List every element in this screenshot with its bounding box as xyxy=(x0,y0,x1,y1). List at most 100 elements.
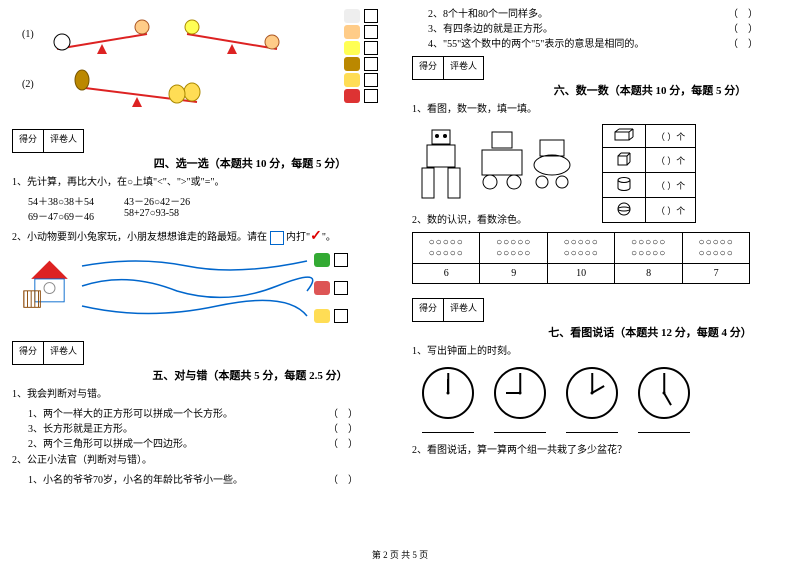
q5-2: 2、公正小法官（判断对与错）。 xyxy=(12,453,388,468)
dots[interactable]: ○○○○○ ○○○○○ xyxy=(615,233,682,264)
checkbox[interactable] xyxy=(364,9,378,23)
dot-number: 7 xyxy=(682,264,750,284)
q4-2: 2、小动物要到小兔家玩，小朋友想想谁走的路最短。请在 内打"✓"。 xyxy=(12,226,388,247)
seesaw-label-1: (1) xyxy=(22,29,34,40)
hour-hand xyxy=(663,393,672,406)
shapes-count-table: （ ）个 （ ）个 （ ）个 （ ）个 xyxy=(602,124,696,223)
left-column: (1) (2) xyxy=(0,0,400,545)
checkmark-icon: ✓ xyxy=(310,229,322,244)
page-footer: 第 2 页 共 5 页 xyxy=(0,548,800,561)
cylinder-icon xyxy=(616,176,632,192)
score-label: 得分 xyxy=(13,342,44,364)
minute-hand xyxy=(519,373,521,393)
q6-2: 2、数的认识，看数涂色。 xyxy=(412,213,788,228)
q4-1: 1、先计算，再比大小，在○上填"<"、">"或"="。 xyxy=(12,175,388,190)
checkbox[interactable] xyxy=(334,309,348,323)
q7-1: 1、写出钟面上的时刻。 xyxy=(412,344,788,359)
checkbox[interactable] xyxy=(364,73,378,87)
right-column: 2、8个十和80个一同样多。（ ） 3、有四条边的就是正方形。（ ） 4、"55… xyxy=(400,0,800,545)
tf-item: 2、两个三角形可以拼成一个四边形。 xyxy=(28,435,193,450)
minute-hand xyxy=(447,373,449,393)
score-label: 得分 xyxy=(413,299,444,321)
checkbox[interactable] xyxy=(364,57,378,71)
clock-answers xyxy=(422,423,788,433)
shape-count[interactable]: （ ）个 xyxy=(646,198,696,223)
score-box-5: 得分 评卷人 xyxy=(12,341,84,365)
tf-blank[interactable]: （ ） xyxy=(728,20,758,35)
score-label: 得分 xyxy=(413,57,444,79)
checkbox[interactable] xyxy=(364,41,378,55)
section-7-title: 七、看图说话（本题共 12 分，每题 4 分） xyxy=(512,324,788,340)
shape-count[interactable]: （ ）个 xyxy=(646,173,696,198)
grader-label: 评卷人 xyxy=(444,57,483,79)
minute-hand xyxy=(663,373,665,393)
tf-item: 4、"55"这个数中的两个"5"表示的意思是相同的。 xyxy=(428,35,644,50)
pineapple-icon xyxy=(344,57,360,71)
time-blank[interactable] xyxy=(638,423,690,433)
tf-blank[interactable]: （ ） xyxy=(328,420,358,435)
tf-blank[interactable]: （ ） xyxy=(328,471,358,486)
path-figure xyxy=(12,251,388,331)
dots[interactable]: ○○○○○ ○○○○○ xyxy=(682,233,750,264)
dots[interactable]: ○○○○○ ○○○○○ xyxy=(413,233,480,264)
score-box-4: 得分 评卷人 xyxy=(12,129,84,153)
time-blank[interactable] xyxy=(494,423,546,433)
minute-hand xyxy=(591,373,593,393)
section-4-title: 四、选一选（本题共 10 分，每题 5 分） xyxy=(112,155,388,171)
tf-blank[interactable]: （ ） xyxy=(728,5,758,20)
dot-number: 9 xyxy=(480,264,547,284)
clock-3 xyxy=(566,367,618,419)
tf-blank[interactable]: （ ） xyxy=(328,435,358,450)
hour-hand xyxy=(506,392,520,394)
robot-figure: （ ）个 （ ）个 （ ）个 （ ）个 xyxy=(412,120,788,210)
duck-icon xyxy=(314,309,330,323)
time-blank[interactable] xyxy=(422,423,474,433)
blue-box-icon xyxy=(270,231,284,245)
frog-icon xyxy=(314,253,330,267)
seesaw-choices xyxy=(344,9,378,105)
clock-1 xyxy=(422,367,474,419)
grader-label: 评卷人 xyxy=(44,130,83,152)
dot-number: 10 xyxy=(547,264,614,284)
seesaw-2 xyxy=(172,14,292,64)
cuboid-icon xyxy=(613,128,635,142)
checkbox[interactable] xyxy=(364,25,378,39)
q6-1: 1、看图，数一数，填一填。 xyxy=(412,102,788,117)
dot-color-table: ○○○○○ ○○○○○ ○○○○○ ○○○○○ ○○○○○ ○○○○○ ○○○○… xyxy=(412,232,750,284)
checkbox[interactable] xyxy=(334,281,348,295)
paths xyxy=(77,251,327,331)
shape-count[interactable]: （ ）个 xyxy=(646,125,696,148)
panda-icon xyxy=(344,9,360,23)
dog-icon xyxy=(344,25,360,39)
dot-number: 8 xyxy=(615,264,682,284)
dot-number: 6 xyxy=(413,264,480,284)
q7-2: 2、看图说话，算一算两个组一共栽了多少盆花？ xyxy=(412,443,788,458)
tf-blank[interactable]: （ ） xyxy=(728,35,758,50)
compare-2b: 58+27○93-58 xyxy=(124,208,179,223)
clock-4 xyxy=(638,367,690,419)
time-blank[interactable] xyxy=(566,423,618,433)
seesaw-1 xyxy=(42,14,162,64)
seesaw-label-2: (2) xyxy=(22,79,34,90)
tf-blank[interactable]: （ ） xyxy=(328,405,358,420)
seesaw-3 xyxy=(62,67,212,117)
score-box-6: 得分 评卷人 xyxy=(412,56,484,80)
shape-count[interactable]: （ ）个 xyxy=(646,148,696,173)
q5-1: 1、我会判断对与错。 xyxy=(12,387,388,402)
checkbox[interactable] xyxy=(334,253,348,267)
tf-item: 3、有四条边的就是正方形。 xyxy=(428,20,553,35)
strawberry-icon xyxy=(344,89,360,103)
cube-icon xyxy=(616,151,632,167)
checkbox[interactable] xyxy=(364,89,378,103)
dots[interactable]: ○○○○○ ○○○○○ xyxy=(480,233,547,264)
chick-icon xyxy=(344,41,360,55)
section-5-title: 五、对与错（本题共 5 分，每题 2.5 分） xyxy=(112,367,388,383)
tf-item: 1、两个一样大的正方形可以拼成一个长方形。 xyxy=(28,405,233,420)
robot-shapes-icon xyxy=(412,120,592,205)
sphere-icon xyxy=(616,201,632,217)
tf-item: 1、小名的爷爷70岁，小名的年龄比爷爷小一些。 xyxy=(28,471,243,486)
dots[interactable]: ○○○○○ ○○○○○ xyxy=(547,233,614,264)
grader-label: 评卷人 xyxy=(444,299,483,321)
grader-label: 评卷人 xyxy=(44,342,83,364)
score-label: 得分 xyxy=(13,130,44,152)
